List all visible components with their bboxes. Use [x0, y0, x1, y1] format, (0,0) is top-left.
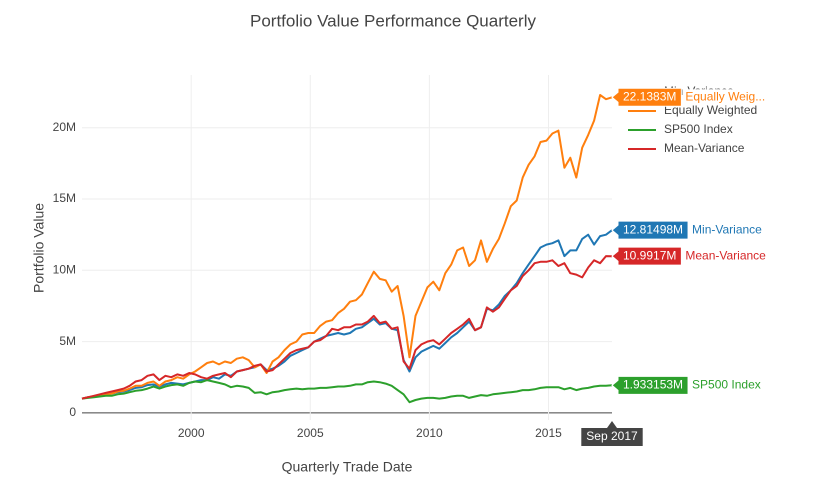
- hover-value: 1.933153M: [623, 377, 683, 391]
- legend-label: Equally Weighted: [664, 103, 757, 117]
- chart-title: Portfolio Value Performance Quarterly: [250, 11, 536, 30]
- hover-value: 12.81498M: [623, 222, 683, 236]
- y-tick-label: 20M: [53, 120, 76, 134]
- y-axis-title: Portfolio Value: [31, 203, 47, 293]
- hover-name-bg: [689, 222, 765, 239]
- x-hover-box: [581, 428, 643, 446]
- hover-box: [611, 220, 689, 240]
- series-line: [81, 94, 613, 400]
- legend-label: SP500 Index: [664, 122, 733, 136]
- grid: 0 5M 10M 15M 20M 2000 2005 2010 2015: [53, 75, 612, 440]
- y-tick-label: 10M: [53, 262, 76, 276]
- x-axis-title: Quarterly Trade Date: [282, 459, 413, 475]
- hover-name-bg: [682, 248, 769, 265]
- hover-name: Equally Weig...: [685, 89, 765, 103]
- hover-name-bg: [689, 377, 764, 394]
- x-tick-label: 2000: [178, 426, 205, 440]
- x-tick-label: 2010: [416, 426, 443, 440]
- hover-value: 22.1383M: [623, 89, 676, 103]
- hover-box: [611, 375, 689, 395]
- x-tick-label: 2015: [535, 426, 562, 440]
- hover-name: Mean-Variance: [685, 248, 766, 262]
- y-tick-label: 15M: [53, 191, 76, 205]
- series-line: [81, 229, 613, 400]
- series-line: [81, 255, 613, 400]
- x-hover-arrow: [607, 421, 617, 428]
- y-tick-label: 5M: [59, 334, 76, 348]
- hover-name: Min-Variance: [692, 222, 762, 236]
- series-line: [81, 379, 613, 404]
- hover-name: SP500 Index: [692, 377, 761, 391]
- legend-label: Mean-Variance: [664, 141, 745, 155]
- hover-name-bg: [682, 89, 769, 106]
- plot-lines: [81, 94, 613, 404]
- hover-box: [611, 246, 682, 266]
- x-hover-label: Sep 2017: [586, 429, 638, 443]
- y-tick-label: 0: [69, 405, 76, 419]
- x-tick-label: 2005: [297, 426, 324, 440]
- hover-box: [611, 87, 682, 107]
- hover-value: 10.9917M: [623, 248, 676, 262]
